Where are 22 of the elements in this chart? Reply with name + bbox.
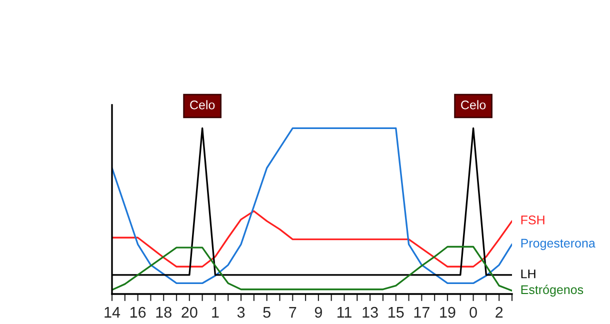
x-tick-label: 15 bbox=[388, 307, 404, 318]
x-tick-label: 3 bbox=[237, 306, 245, 318]
x-tick-label: 9 bbox=[314, 306, 322, 318]
series-label: Estrógenos bbox=[521, 284, 584, 297]
series-label: Progesterona bbox=[521, 238, 596, 250]
text: Celo bbox=[190, 100, 215, 110]
x-tick-label: 17 bbox=[414, 307, 430, 318]
x-tick-label: 11 bbox=[337, 307, 352, 318]
series-label: FSH bbox=[521, 216, 544, 224]
x-tick-label: 2 bbox=[496, 306, 503, 318]
x-tick-label: 19 bbox=[440, 306, 456, 318]
text: Celo bbox=[461, 100, 486, 110]
x-tick-label: 5 bbox=[263, 307, 270, 318]
x-tick-label: 7 bbox=[289, 307, 296, 318]
x-tick-label: 13 bbox=[362, 306, 378, 318]
x-tick-label: 14 bbox=[104, 307, 120, 318]
x-tick-label: 20 bbox=[182, 306, 198, 318]
x-tick-label: 18 bbox=[156, 306, 172, 318]
x-tick-label: 1 bbox=[212, 307, 219, 318]
x-tick-label: 16 bbox=[130, 306, 146, 318]
series-label: LH bbox=[521, 270, 536, 278]
x-tick-label: 0 bbox=[470, 306, 477, 318]
